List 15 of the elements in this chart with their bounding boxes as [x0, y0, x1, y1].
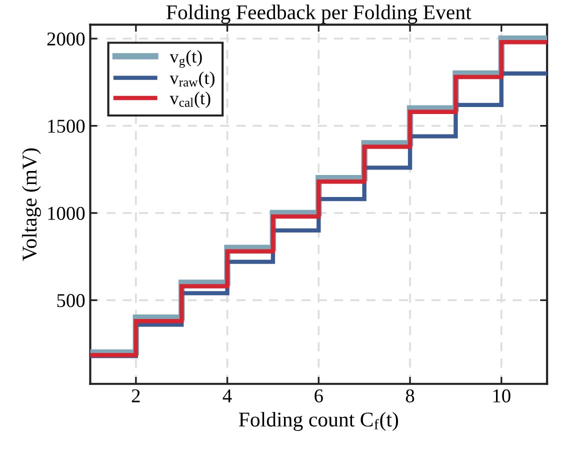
x-tick-label: 10 — [493, 389, 510, 402]
legend-label: v$_{cal}$(t) — [170, 92, 210, 108]
chart-title: Folding Feedback per Folding Event — [166, 4, 472, 24]
x-axis-title: Folding count C$_{f}$(t) — [238, 412, 398, 431]
legend-label: v$_{raw}$(t) — [170, 71, 214, 88]
y-tick-label: 500 — [57, 294, 85, 308]
y-tick-label: 1500 — [48, 120, 85, 133]
x-tick-label: 2 — [132, 389, 140, 402]
legend-label: v$_{g}$(t) — [170, 50, 202, 68]
y-tick-label: 1000 — [48, 206, 85, 220]
x-tick-label: 6 — [314, 389, 323, 402]
y-axis-title: Voltage (mV) — [22, 148, 41, 261]
x-tick-label: 4 — [222, 389, 232, 402]
x-tick-label: 8 — [406, 389, 414, 402]
y-tick-label: 2000 — [47, 32, 85, 46]
